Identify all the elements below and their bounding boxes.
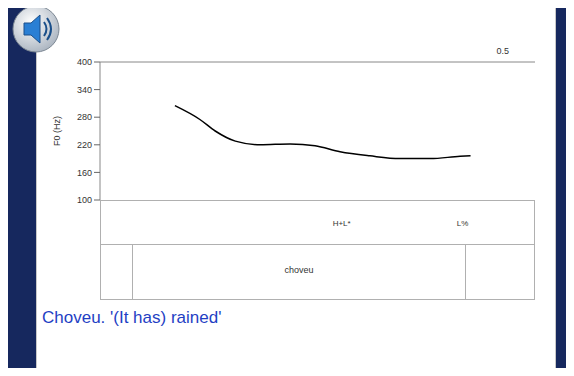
svg-text:220: 220	[77, 140, 92, 150]
html-text:Choveu. '(It has) rained': Choveu. '(It has) rained'	[42, 308, 222, 327]
html-text:choveu: choveu	[284, 265, 314, 275]
svg-text:160: 160	[77, 168, 92, 178]
svg-text:L%: L%	[457, 219, 469, 228]
svg-text:100: 100	[77, 195, 92, 205]
svg-text:400: 400	[77, 57, 92, 67]
svg-text:340: 340	[77, 85, 92, 95]
svg-text:F0 (Hz): F0 (Hz)	[52, 116, 62, 146]
svg-text:0.5: 0.5	[497, 46, 510, 56]
svg-text:H+L*: H+L*	[333, 219, 351, 228]
svg-text:280: 280	[77, 112, 92, 122]
